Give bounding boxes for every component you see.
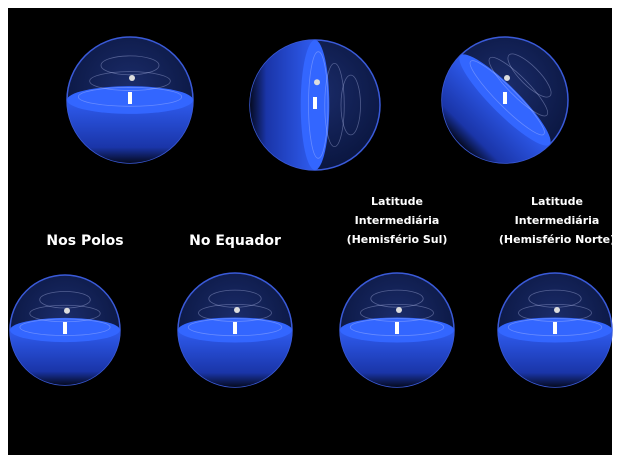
star-path bbox=[488, 56, 549, 117]
star-path bbox=[340, 74, 361, 136]
observer bbox=[233, 322, 237, 334]
star bbox=[129, 74, 135, 81]
star-path bbox=[77, 87, 183, 107]
star bbox=[314, 79, 320, 86]
star-path bbox=[39, 291, 91, 309]
celestial-sphere bbox=[249, 39, 381, 171]
panel-label: Latitude bbox=[371, 195, 423, 208]
panel-label: Intermediária bbox=[355, 214, 440, 227]
celestial-sphere bbox=[177, 272, 293, 388]
observer bbox=[503, 92, 507, 104]
star-path bbox=[89, 71, 171, 91]
panel-label: (Hemisfério Norte) bbox=[499, 233, 615, 246]
celestial-sphere bbox=[66, 36, 194, 164]
star bbox=[396, 307, 402, 314]
observer bbox=[395, 322, 399, 334]
star bbox=[64, 307, 70, 314]
observer bbox=[63, 322, 67, 334]
star-path bbox=[19, 318, 111, 336]
star-path bbox=[100, 55, 160, 76]
spheres bbox=[9, 36, 613, 388]
star-path bbox=[360, 303, 434, 322]
panel-label: (Hemisfério Sul) bbox=[347, 233, 448, 246]
celestial-sphere bbox=[415, 36, 569, 190]
star-path bbox=[469, 60, 545, 136]
star bbox=[234, 307, 240, 314]
star-path bbox=[507, 318, 603, 337]
star-path bbox=[370, 289, 424, 308]
labels: Nos Polos No Equador Latitude Intermediá… bbox=[46, 195, 615, 249]
celestial-sphere bbox=[9, 274, 121, 386]
panel-label: Latitude bbox=[531, 195, 583, 208]
star-path bbox=[528, 289, 582, 308]
star-path bbox=[518, 303, 592, 322]
observer bbox=[128, 92, 132, 104]
observer bbox=[553, 322, 557, 334]
panel-label: Nos Polos bbox=[46, 233, 123, 249]
celestial-sphere bbox=[497, 272, 613, 388]
lower-hemisphere bbox=[250, 40, 315, 170]
panel-label: Intermediária bbox=[515, 214, 600, 227]
panel-label: No Equador bbox=[189, 233, 281, 249]
star-path bbox=[29, 304, 101, 323]
star-path bbox=[208, 289, 262, 308]
star-path bbox=[324, 62, 345, 147]
star-path bbox=[507, 53, 552, 98]
star-path bbox=[198, 303, 272, 322]
star-path bbox=[187, 318, 283, 337]
star-path bbox=[349, 318, 445, 337]
star bbox=[504, 74, 510, 81]
observer bbox=[313, 97, 317, 109]
celestial-sphere bbox=[339, 272, 455, 388]
lower-hemisphere bbox=[415, 55, 550, 190]
star-path bbox=[308, 51, 329, 159]
star bbox=[554, 307, 560, 314]
